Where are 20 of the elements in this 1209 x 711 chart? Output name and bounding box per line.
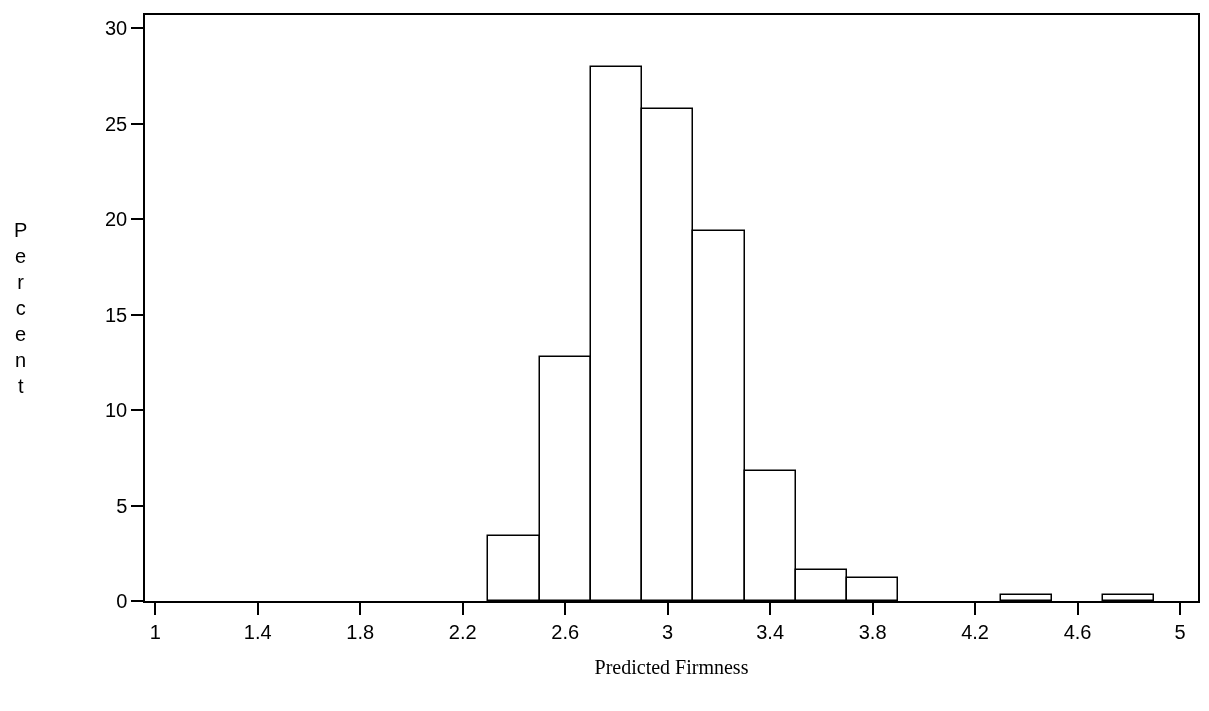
x-tick-label: 1.4 <box>243 620 272 643</box>
x-tick-label: 3.8 <box>858 620 887 643</box>
y-tick-label: 15 <box>105 303 128 326</box>
x-tick-label: 1.8 <box>346 620 375 643</box>
y-tick-label: 10 <box>105 399 128 422</box>
x-axis-title: Predicted Firmness <box>594 655 749 678</box>
x-tick-label: 3 <box>662 620 674 643</box>
y-tick-label: 5 <box>116 494 128 517</box>
x-tick-label: 3.4 <box>756 620 785 643</box>
y-tick-label: 20 <box>105 208 128 231</box>
x-tick-label: 2.6 <box>551 620 580 643</box>
x-tick-label: 2.2 <box>448 620 477 643</box>
y-tick-label: 30 <box>105 17 128 40</box>
y-tick-label: 25 <box>105 112 128 135</box>
x-tick-label: 1 <box>149 620 161 643</box>
x-tick-label: 5 <box>1174 620 1186 643</box>
x-tick-label: 4.2 <box>961 620 990 643</box>
y-tick-label: 0 <box>116 590 128 612</box>
y-axis-title: Percent <box>14 219 28 397</box>
x-tick-label: 4.6 <box>1063 620 1092 643</box>
